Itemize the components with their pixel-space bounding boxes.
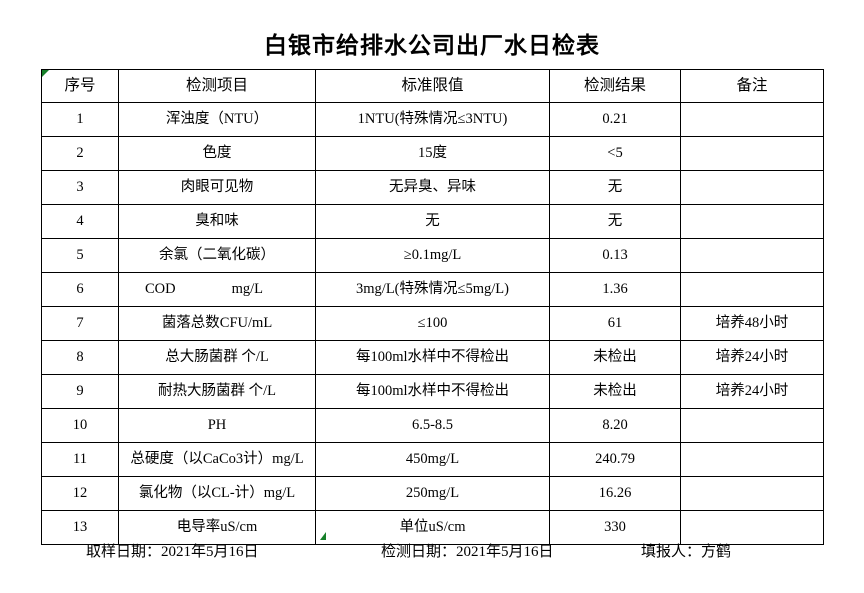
test-item-name: COD: [145, 281, 176, 298]
cell-standard-limit: ≤100: [315, 306, 550, 341]
column-header-standard: 标准限值: [315, 69, 550, 103]
cell-standard-limit: ≥0.1mg/L: [315, 238, 550, 273]
table-row: 9 耐热大肠菌群 个/L 每100ml水样中不得检出 未检出 培养24小时: [41, 374, 824, 409]
cell-remark: [680, 204, 824, 239]
testing-date-label: 检测日期：2021年5月16日: [381, 544, 554, 560]
page-title: 白银市给排水公司出厂水日检表: [264, 33, 600, 58]
table-row: 4 臭和味无无: [41, 204, 824, 239]
column-header-note: 备注: [680, 69, 824, 103]
column-header-no: 序号: [41, 69, 119, 103]
cell-remark: [680, 102, 824, 137]
cell-remark: [680, 408, 824, 443]
table-header-row: 序号 检测项目 标准限值 检测结果 备注: [41, 69, 824, 103]
cell-test-item: 总硬度（以CaCo3计）mg/L: [118, 442, 316, 477]
cell-test-item: 电导率uS/cm: [118, 510, 316, 545]
cell-remark: 培养48小时: [680, 306, 824, 341]
cell-test-item: 余氯（二氧化碳）: [118, 238, 316, 273]
test-item-unit: mg/L: [231, 281, 264, 298]
table-row: 7 菌落总数CFU/mL ≤100 61 培养48小时: [41, 306, 824, 341]
cell-test-item: 臭和味: [118, 204, 316, 239]
table-body: 1 浑浊度（NTU） 1NTU(特殊情况≤3NTU) 0.21 2 色度 15度 <5 3 肉眼可…: [41, 102, 824, 545]
cell-remark: [680, 170, 824, 205]
cell-test-result: 未检出: [549, 340, 681, 375]
table-row: 13 电导率uS/cm 单位uS/cm 330: [41, 510, 824, 545]
cell-test-result: 无: [549, 204, 681, 239]
cell-remark: [680, 136, 824, 171]
cell-serial-number: 13: [41, 510, 119, 545]
cell-remark: 培养24小时: [680, 374, 824, 409]
cell-test-item: 耐热大肠菌群 个/L: [118, 374, 316, 409]
filled-by-label: 填报人：方鹤: [641, 544, 732, 560]
cell-test-result: 未检出: [549, 374, 681, 409]
cell-test-item: 氯化物（以CL-计）mg/L: [118, 476, 316, 511]
cell-serial-number: 7: [41, 306, 119, 341]
sampling-date-label: 取样日期：2021年5月16日: [86, 544, 259, 560]
cell-test-item: PH: [118, 408, 316, 443]
table-row: 12 氯化物（以CL-计）mg/L 250mg/L 16.26: [41, 476, 824, 511]
cell-remark: [680, 272, 824, 307]
cell-remark: 培养24小时: [680, 340, 824, 375]
cell-serial-number: 1: [41, 102, 119, 137]
cell-test-result: 无: [549, 170, 681, 205]
cell-standard-limit: 1NTU(特殊情况≤3NTU): [315, 102, 550, 137]
cell-standard-limit: 3mg/L(特殊情况≤5mg/L): [315, 272, 550, 307]
report-table-wrapper: 序号 检测项目 标准限值 检测结果 备注 1 浑浊度（NTU） 1NTU(特殊情况≤…: [41, 69, 824, 545]
table-row: 8 总大肠菌群 个/L 每100ml水样中不得检出 未检出 培养24小时: [41, 340, 824, 375]
cell-serial-number: 11: [41, 442, 119, 477]
cell-standard-limit: 每100ml水样中不得检出: [315, 340, 550, 375]
cell-test-result: 330: [549, 510, 681, 545]
cell-standard-limit: 250mg/L: [315, 476, 550, 511]
cell-standard-limit: 15度: [315, 136, 550, 171]
cell-serial-number: 6: [41, 272, 119, 307]
cell-remark: [680, 476, 824, 511]
cell-standard-limit: 每100ml水样中不得检出: [315, 374, 550, 409]
table-row: 2 色度 15度 <5: [41, 136, 824, 171]
table-header: 序号 检测项目 标准限值 检测结果 备注: [41, 69, 824, 103]
cell-test-item: COD mg/L: [118, 272, 316, 307]
water-quality-table: 序号 检测项目 标准限值 检测结果 备注 1 浑浊度（NTU） 1NTU(特殊情况≤…: [41, 69, 824, 545]
cell-test-result: 240.79: [549, 442, 681, 477]
cell-test-result: 8.20: [549, 408, 681, 443]
table-row: 1 浑浊度（NTU） 1NTU(特殊情况≤3NTU) 0.21: [41, 102, 824, 137]
column-header-item: 检测项目: [118, 69, 316, 103]
cell-test-result: 0.13: [549, 238, 681, 273]
table-row: 10 PH 6.5-8.5 8.20: [41, 408, 824, 443]
cell-test-item: 浑浊度（NTU）: [118, 102, 316, 137]
cell-test-item: 总大肠菌群 个/L: [118, 340, 316, 375]
cell-standard-limit: 无异臭、异味: [315, 170, 550, 205]
cell-standard-limit: 无: [315, 204, 550, 239]
cell-serial-number: 10: [41, 408, 119, 443]
table-row: 5 余氯（二氧化碳） ≥0.1mg/L 0.13: [41, 238, 824, 273]
cell-test-result: 0.21: [549, 102, 681, 137]
cell-remark: [680, 510, 824, 545]
comment-triangle-icon-secondary: [320, 532, 326, 540]
cell-serial-number: 8: [41, 340, 119, 375]
comment-triangle-icon: [42, 70, 49, 77]
cell-test-result: 16.26: [549, 476, 681, 511]
cell-test-result: 1.36: [549, 272, 681, 307]
cell-serial-number: 3: [41, 170, 119, 205]
cell-test-item: 肉眼可见物: [118, 170, 316, 205]
cell-standard-limit: 6.5-8.5: [315, 408, 550, 443]
cell-serial-number: 9: [41, 374, 119, 409]
cell-serial-number: 2: [41, 136, 119, 171]
table-row: 3 肉眼可见物 无异臭、异味无: [41, 170, 824, 205]
report-footer: 取样日期：2021年5月16日 检测日期：2021年5月16日 填报人：方鹤: [41, 540, 823, 566]
cell-remark: [680, 238, 824, 273]
column-header-result: 检测结果: [549, 69, 681, 103]
cell-serial-number: 12: [41, 476, 119, 511]
cell-test-item: 菌落总数CFU/mL: [118, 306, 316, 341]
table-row: 6 COD mg/L 3mg/L(特殊情况≤5mg/L) 1.36: [41, 272, 824, 307]
cell-test-result: <5: [549, 136, 681, 171]
cell-test-item: 色度: [118, 136, 316, 171]
table-row: 11 总硬度（以CaCo3计）mg/L 450mg/L 240.79: [41, 442, 824, 477]
cell-test-result: 61: [549, 306, 681, 341]
cell-remark: [680, 442, 824, 477]
cell-serial-number: 4: [41, 204, 119, 239]
cell-serial-number: 5: [41, 238, 119, 273]
cell-standard-limit: 450mg/L: [315, 442, 550, 477]
